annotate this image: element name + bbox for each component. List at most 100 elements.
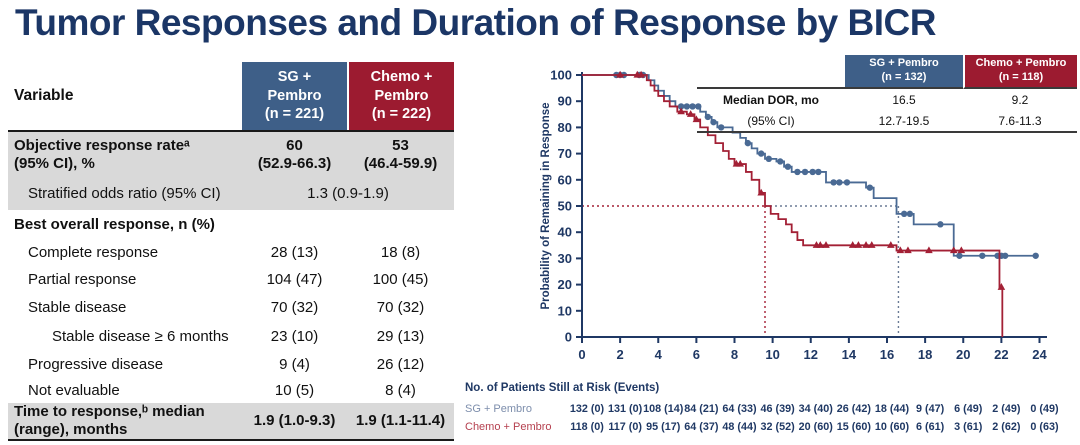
at-risk-value: 95 (17) [646, 421, 681, 433]
y-tick-label: 50 [558, 199, 572, 214]
censor-mark-circle [717, 124, 725, 131]
x-tick-label: 12 [804, 347, 818, 362]
censor-mark-circle [906, 210, 914, 218]
table-row: Best overall response, n (%) [8, 210, 454, 240]
censor-mark-triangle [867, 241, 876, 248]
x-tick-label: 2 [617, 347, 624, 362]
x-tick-label: 20 [956, 347, 970, 362]
at-risk-value: 15 (60) [836, 421, 871, 433]
y-tick-label: 90 [558, 94, 572, 109]
censor-mark-triangle [822, 241, 830, 248]
at-risk-value: 2 (49) [992, 403, 1021, 415]
row-value-chemo: 1.9 (1.1-11.4) [355, 412, 446, 430]
table-row: Progressive disease 9 (4) 26 (12) [8, 351, 454, 378]
censor-mark-circle [900, 210, 908, 218]
table-row: Stable disease ≥ 6 months 23 (10) 29 (13) [8, 322, 454, 351]
y-tick-label: 40 [558, 225, 572, 240]
censor-mark-circle [794, 168, 801, 176]
row-label: Progressive disease [28, 355, 164, 373]
table-row: Objective response rateᵃ (95% CI), % 60 (… [8, 132, 454, 178]
y-axis-label: Probability of Remaining in Response [540, 102, 552, 309]
at-risk-value: 132 (0) [569, 403, 605, 415]
page-title: Tumor Responses and Duration of Response… [15, 2, 936, 43]
censor-mark-triangle [957, 246, 966, 254]
row-value-sg: 70 (32) [270, 298, 319, 316]
row-value-chemo: 26 (12) [376, 355, 425, 373]
x-tick-label: 6 [693, 347, 700, 362]
row-label: Time to response,ᵇ median (range), month… [14, 403, 205, 438]
row-value-chemo: 29 (13) [376, 327, 425, 345]
x-tick-label: 10 [765, 347, 779, 362]
censor-mark-triangle [816, 241, 825, 248]
censor-mark-circle [777, 158, 784, 165]
row-value-sg: 60 (52.9-66.3) [257, 137, 332, 172]
y-tick-label: 30 [558, 251, 572, 266]
y-tick-label: 20 [558, 277, 572, 292]
at-risk-value: 117 (0) [608, 421, 642, 433]
dor-ci-sg-value: 12.7-19.5 [845, 110, 963, 133]
row-value-sg: 104 (47) [266, 270, 323, 288]
censor-mark-circle [683, 103, 691, 110]
censor-mark-triangle [637, 70, 645, 78]
dor-median-chemo-value: 9.2 [1011, 92, 1029, 107]
dor-median-sg-value: 16.5 [892, 92, 916, 107]
censor-mark-triangle [887, 241, 895, 248]
at-risk-value: 3 (61) [954, 421, 983, 433]
row-label: Stable disease ≥ 6 months [52, 327, 229, 345]
row-label: Not evaluable [28, 381, 120, 399]
censor-mark-circle [809, 168, 816, 176]
row-label: Objective response rateᵃ (95% CI), % [14, 137, 190, 172]
at-risk-value: 131 (0) [608, 403, 643, 415]
x-tick-label: 14 [842, 347, 857, 362]
censor-mark-circle [710, 118, 717, 126]
at-risk-value: 18 (44) [874, 403, 910, 415]
y-tick-label: 60 [558, 172, 572, 187]
table-row: Partial response 104 (47) 100 (45) [8, 266, 454, 293]
response-table-body: Objective response rateᵃ (95% CI), % 60 (… [8, 132, 454, 441]
response-table-header: Variable SG + Pembro (n = 221) Chemo + P… [8, 62, 454, 132]
at-risk-value: 84 (21) [684, 403, 719, 415]
censor-mark-circle [784, 163, 792, 170]
row-label: Best overall response, n (%) [14, 216, 215, 234]
at-risk-value: 64 (33) [722, 403, 757, 415]
row-label: Complete response [28, 244, 159, 262]
at-risk-value: 34 (40) [798, 403, 833, 415]
censor-mark-circle [956, 252, 963, 259]
censor-mark-triangle [736, 159, 745, 167]
y-tick-label: 10 [558, 303, 572, 318]
censor-mark-circle [866, 184, 874, 191]
table-row: Complete response 28 (13) 18 (8) [8, 240, 454, 266]
row-label: Stratified odds ratio (95% CI) [28, 185, 221, 203]
km-curve-chemo-pembro [582, 74, 1004, 337]
censor-mark-triangle [896, 246, 905, 254]
censor-mark-triangle [925, 246, 933, 254]
censor-mark-triangle [677, 107, 685, 115]
censor-mark-triangle [997, 283, 1006, 290]
row-value-chemo: 18 (8) [380, 244, 421, 262]
at-risk-value: 6 (49) [954, 403, 983, 415]
table-row: Stable disease 70 (32) 70 (32) [8, 293, 454, 322]
censor-mark-triangle [692, 115, 701, 123]
row-value-sg: 23 (10) [270, 327, 319, 345]
at-risk-value: 108 (14) [643, 403, 684, 415]
censor-mark-circle [677, 103, 685, 110]
censor-mark-circle [695, 103, 702, 110]
row-value-spanning: 1.3 (0.9-1.9) [307, 185, 389, 203]
x-tick-label: 0 [578, 347, 585, 362]
dor-row-ci-label: (95% CI) [697, 110, 845, 133]
censor-mark-circle [1032, 252, 1039, 259]
at-risk-title: No. of Patients Still at Risk (Events) [465, 382, 660, 394]
row-value-sg: 10 (5) [274, 381, 315, 399]
at-risk-value: 46 (39) [760, 403, 795, 415]
censor-mark-triangle [848, 241, 857, 248]
at-risk-value: 48 (44) [722, 421, 757, 433]
row-value-sg: 1.9 (1.0-9.3) [253, 412, 336, 430]
dor-header-chemo-pembro: Chemo + Pembro (n = 118) [963, 55, 1077, 89]
at-risk-label-sg: SG + Pembro [465, 403, 532, 415]
median-dor-table: SG + Pembro (n = 132) Chemo + Pembro (n … [697, 55, 1077, 133]
row-value-sg: 9 (4) [279, 355, 310, 373]
at-risk-value: 26 (42) [836, 403, 871, 415]
censor-mark-triangle [862, 241, 870, 248]
